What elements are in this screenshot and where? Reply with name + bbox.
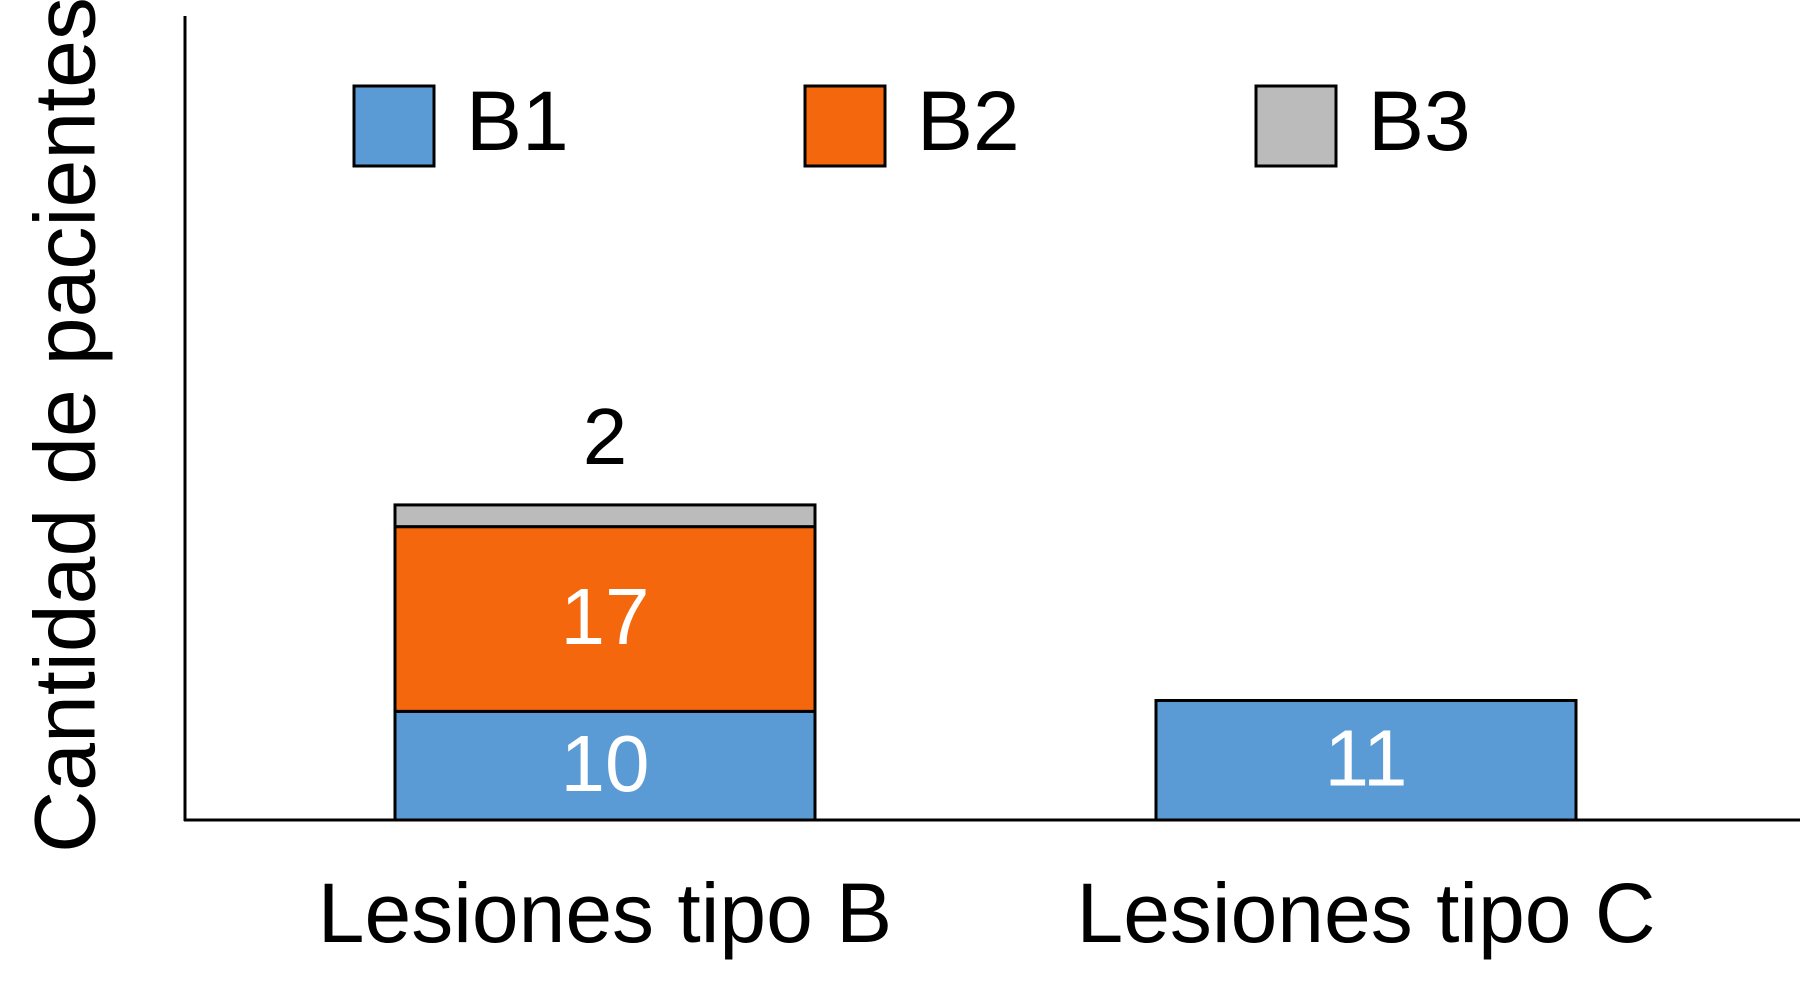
- legend-label: B3: [1368, 74, 1471, 168]
- y-axis-label: Cantidad de pacientes: [18, 0, 114, 853]
- legend-swatch: [352, 84, 436, 168]
- value-label: 2: [583, 392, 628, 481]
- bar-segment: [393, 503, 817, 529]
- value-label: 10: [561, 719, 650, 808]
- bar-segment: [1154, 698, 1578, 822]
- legend-swatch: [1254, 84, 1338, 168]
- legend-label: B1: [466, 74, 569, 168]
- x-tick-label: Lesiones tipo B: [318, 866, 892, 960]
- value-label: 11: [1324, 713, 1407, 802]
- x-tick-label: Lesiones tipo C: [1076, 866, 1655, 960]
- legend-label: B2: [917, 74, 1020, 168]
- bar-segment: [393, 709, 817, 822]
- legend-swatch: [803, 84, 887, 168]
- value-label: 17: [561, 572, 650, 661]
